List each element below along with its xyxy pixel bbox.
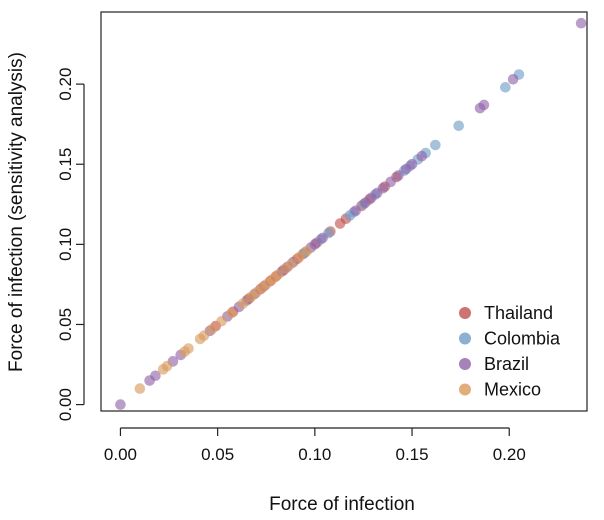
x-tick-label: 0.10: [298, 445, 331, 464]
point-brazil: [507, 74, 519, 85]
point-brazil: [406, 158, 418, 170]
legend-swatch-mexico: [459, 383, 471, 396]
point-mexico: [286, 258, 297, 269]
legend-swatch-thailand: [459, 307, 471, 319]
point-mexico: [301, 245, 313, 257]
point-brazil: [317, 232, 328, 244]
point-brazil: [150, 370, 161, 382]
x-tick-label: 0.20: [493, 445, 526, 464]
point-mexico: [206, 323, 218, 335]
y-tick-label: 0.20: [56, 68, 75, 101]
point-mexico: [161, 360, 173, 372]
legend-label-colombia: Colombia: [484, 329, 561, 349]
point-mexico: [272, 269, 284, 281]
legend-swatch-colombia: [459, 332, 471, 345]
y-axis-title: Force of infection (sensitivity analysis…: [6, 52, 27, 372]
point-brazil: [115, 399, 126, 410]
point-brazil: [416, 150, 428, 162]
point-mexico: [237, 298, 249, 309]
legend-label-mexico: Mexico: [484, 380, 541, 400]
y-tick-label: 0.00: [56, 388, 75, 421]
point-brazil: [309, 239, 321, 250]
point-mexico: [293, 251, 305, 263]
x-axis-title: Force of infection: [269, 494, 415, 515]
y-tick-label: 0.10: [56, 228, 75, 261]
point-brazil: [385, 176, 396, 188]
x-tick-label: 0.05: [201, 445, 234, 464]
data-points: [115, 17, 587, 410]
point-brazil: [377, 182, 389, 194]
x-tick-label: 0.00: [104, 445, 137, 464]
y-tick-label: 0.15: [56, 148, 75, 181]
point-mexico: [134, 383, 146, 394]
legend-label-brazil: Brazil: [484, 354, 529, 374]
point-brazil: [350, 205, 361, 216]
point-brazil: [478, 99, 490, 111]
point-brazil: [575, 17, 587, 29]
point-colombia: [453, 120, 464, 132]
point-mexico: [198, 330, 210, 341]
point-brazil: [393, 170, 404, 181]
legend: Thailand Colombia Brazil Mexico: [459, 303, 561, 400]
point-colombia: [500, 82, 511, 93]
plot-frame: [100, 11, 588, 412]
legend-swatch-brazil: [459, 358, 471, 370]
point-colombia: [430, 139, 441, 151]
y-tick-label: 0.05: [56, 308, 75, 341]
legend-label-thailand: Thailand: [484, 303, 553, 323]
y-axis: 0.00 0.05 0.10 0.15 0.20: [56, 68, 85, 421]
point-mexico: [216, 315, 227, 327]
point-mexico: [225, 307, 237, 319]
x-tick-label: 0.15: [395, 445, 428, 464]
x-axis: 0.00 0.05 0.10 0.15 0.20: [104, 427, 526, 464]
point-mexico: [183, 343, 194, 354]
